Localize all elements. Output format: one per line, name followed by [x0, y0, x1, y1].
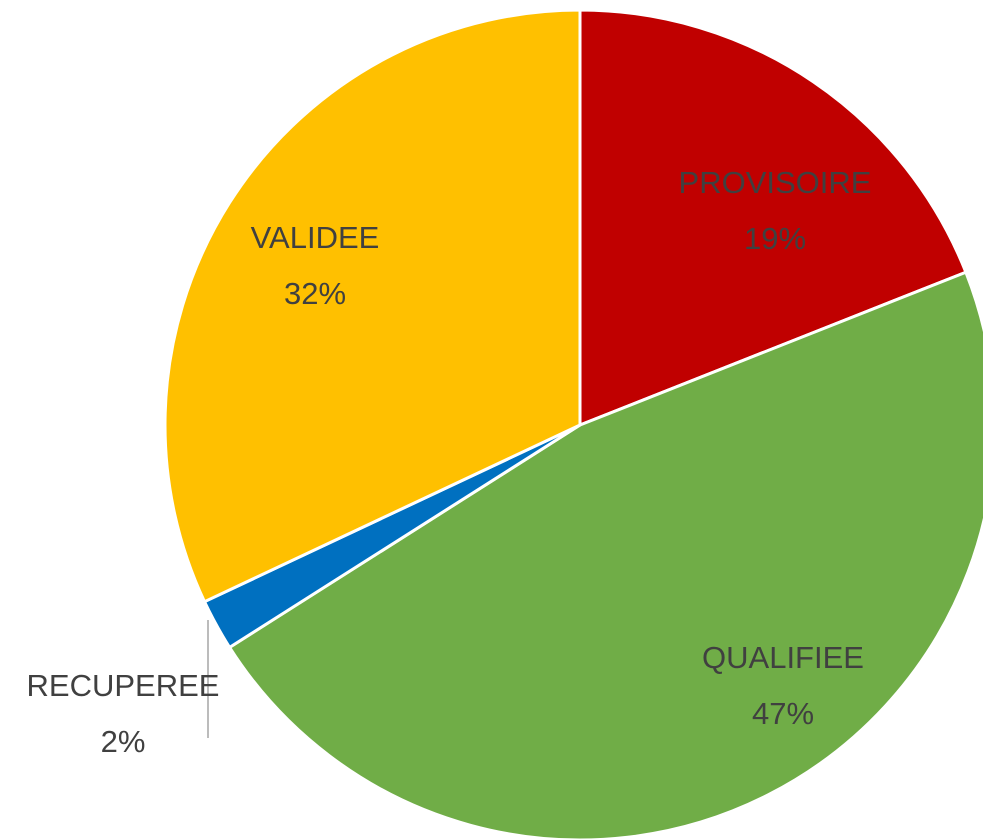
slice-label: RECUPEREE — [27, 668, 220, 703]
pie-slice — [578, 8, 968, 427]
slice-label: PROVISOIRE — [679, 165, 872, 200]
slice-value-label: 32% — [284, 276, 346, 311]
slice-value-label: 19% — [744, 221, 806, 256]
pie-slice — [228, 270, 983, 840]
slice-value-label: 47% — [752, 696, 814, 731]
slice-value-label: 2% — [101, 724, 146, 759]
slice-label: VALIDEE — [251, 220, 380, 255]
pie-slice — [163, 8, 582, 604]
slice-label: QUALIFIEE — [702, 640, 864, 675]
